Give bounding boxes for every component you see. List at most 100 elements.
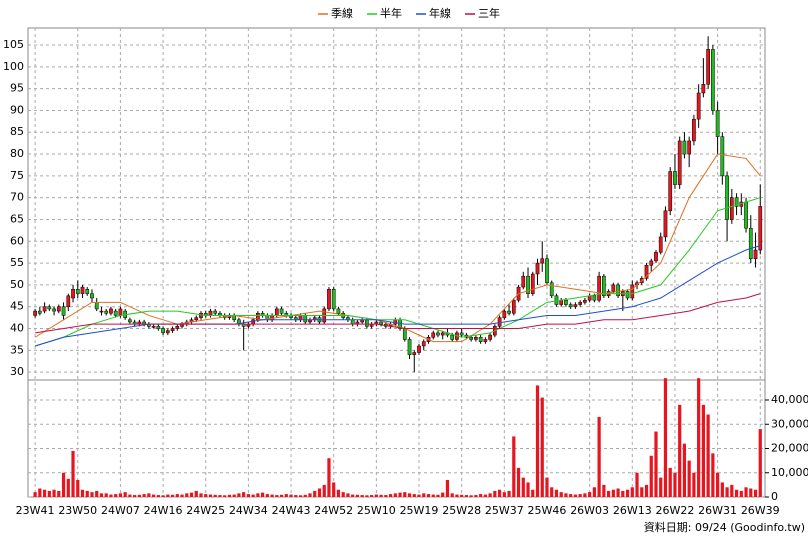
candle-body bbox=[748, 227, 753, 259]
y-tick-label: 105 bbox=[3, 38, 24, 51]
volume-bar bbox=[57, 490, 61, 497]
candle-body bbox=[47, 306, 52, 310]
candle-body bbox=[274, 308, 279, 316]
candle-body bbox=[478, 337, 483, 342]
volume-bar bbox=[370, 495, 374, 497]
candle-body bbox=[99, 310, 104, 313]
volume-bar bbox=[223, 495, 227, 497]
candle-body bbox=[706, 49, 710, 85]
volume-bar bbox=[398, 492, 402, 497]
volume-bar bbox=[606, 490, 611, 497]
candle-body bbox=[545, 258, 549, 283]
candle-body bbox=[658, 236, 663, 253]
volume-bar bbox=[682, 443, 687, 497]
legend-label: 年線 bbox=[429, 6, 451, 20]
y-tick-label: 30 bbox=[10, 365, 24, 378]
candle-body bbox=[540, 258, 545, 264]
candle-body bbox=[90, 293, 94, 299]
y-tick-label: 70 bbox=[10, 191, 24, 204]
y-tick-label: 95 bbox=[10, 82, 24, 95]
volume-bar bbox=[289, 494, 293, 497]
x-tick-label: 26W22 bbox=[656, 504, 695, 517]
volume-bar bbox=[360, 495, 364, 497]
volume-bar bbox=[147, 493, 151, 497]
candle-body bbox=[336, 308, 341, 314]
volume-bar bbox=[52, 489, 56, 497]
volume-bar bbox=[123, 492, 127, 497]
volume-bar bbox=[204, 494, 208, 497]
volume-bar bbox=[692, 472, 696, 497]
volume-bar bbox=[279, 494, 284, 497]
volume-bar bbox=[33, 492, 37, 497]
volume-bar bbox=[516, 467, 521, 497]
candle-body bbox=[511, 299, 516, 314]
ma-line bbox=[34, 197, 761, 347]
volume-bar bbox=[237, 493, 241, 497]
footer: 資料日期: 09/24 (Goodinfo.tw) bbox=[644, 520, 805, 534]
candle-body bbox=[630, 284, 635, 299]
candle-body bbox=[729, 197, 734, 220]
volume-bar bbox=[507, 490, 511, 497]
volume-bar bbox=[426, 494, 431, 497]
y-tick-label: 85 bbox=[10, 125, 24, 138]
volume-bar bbox=[341, 492, 345, 497]
volume-bar bbox=[469, 495, 473, 497]
x-tick-label: 23W50 bbox=[58, 504, 97, 517]
candle-body bbox=[251, 319, 255, 325]
candle-body bbox=[156, 326, 161, 329]
volume-bar bbox=[379, 494, 383, 497]
x-tick-label: 25W19 bbox=[400, 504, 439, 517]
volume-bar bbox=[583, 493, 587, 497]
candle-body bbox=[687, 140, 692, 155]
volume-bar bbox=[166, 494, 170, 497]
candle-body bbox=[663, 210, 668, 238]
volume-bar bbox=[488, 493, 492, 497]
candle-body bbox=[52, 308, 56, 312]
volume-bar bbox=[479, 494, 483, 497]
volume-bar bbox=[351, 494, 355, 497]
volume-bar bbox=[109, 494, 113, 497]
volume-bar bbox=[137, 494, 141, 497]
volume-bar bbox=[749, 488, 753, 497]
volume-bar bbox=[142, 494, 146, 497]
volume-bar bbox=[455, 494, 459, 497]
ma-line bbox=[34, 153, 761, 343]
candle-body bbox=[118, 308, 123, 316]
candle-body bbox=[734, 197, 739, 207]
volume-bar bbox=[521, 477, 525, 497]
candle-body bbox=[568, 304, 573, 307]
candle-body bbox=[194, 317, 199, 321]
x-tick-label: 26W31 bbox=[698, 504, 737, 517]
ma-line bbox=[35, 293, 761, 334]
volume-bar bbox=[668, 467, 672, 497]
volume-bar bbox=[431, 494, 435, 497]
candle-body bbox=[94, 302, 99, 310]
candle-body bbox=[535, 262, 540, 275]
candle-body bbox=[61, 306, 66, 316]
x-tick-label: 25W28 bbox=[442, 504, 481, 517]
candle-body bbox=[682, 140, 687, 155]
candle-body bbox=[175, 326, 180, 329]
candle-body bbox=[165, 330, 170, 334]
volume-bar bbox=[630, 487, 634, 497]
volume-bar bbox=[720, 482, 724, 497]
candle-body bbox=[625, 291, 630, 299]
y-tick-label: 100 bbox=[3, 60, 24, 73]
candle-body bbox=[616, 284, 620, 297]
y-tick-label: 65 bbox=[10, 212, 24, 225]
candle-body bbox=[109, 308, 113, 314]
candle-body bbox=[549, 282, 554, 297]
candle-body bbox=[711, 49, 715, 111]
volume-bar bbox=[706, 414, 710, 497]
volume-bar bbox=[208, 494, 213, 497]
y2-tick-label: 30,000 bbox=[771, 417, 808, 430]
volume-bar bbox=[284, 494, 288, 497]
volume-bar bbox=[232, 494, 236, 497]
volume-bar bbox=[95, 490, 99, 497]
volume-bar bbox=[673, 472, 677, 497]
volume-bar bbox=[332, 482, 336, 497]
candle-body bbox=[701, 84, 706, 94]
candle-body bbox=[677, 140, 682, 185]
volume-bar bbox=[758, 429, 762, 497]
